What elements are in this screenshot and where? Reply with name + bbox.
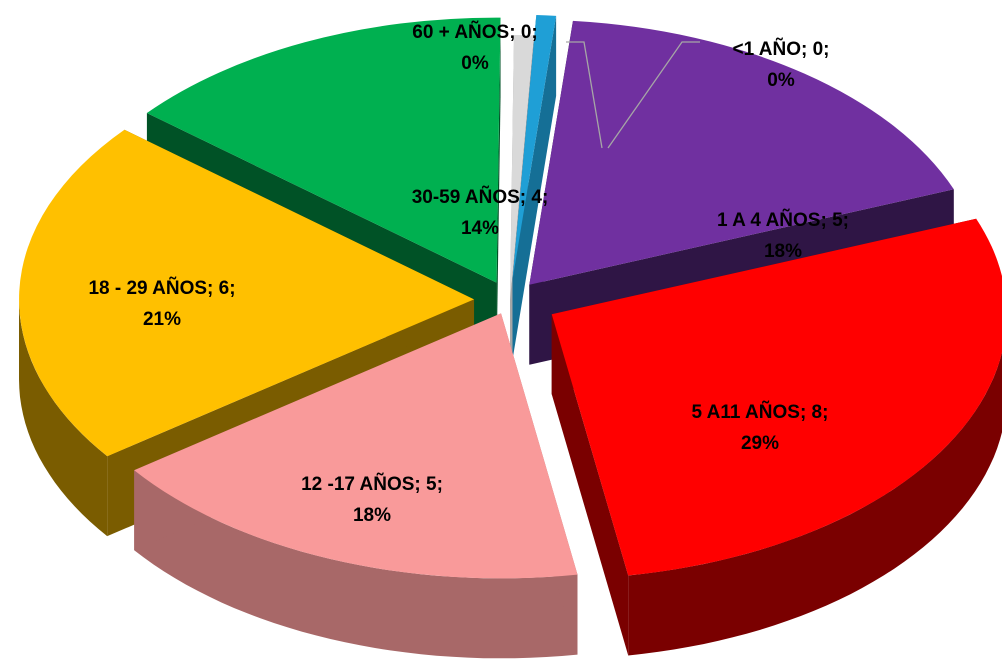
slice-side-30-59-a-os-cut-end	[496, 17, 501, 363]
data-label-30-59-a-os: 30-59 AÑOS; 4; 14%	[412, 186, 549, 239]
data-label-5-a11-a-os: 5 A11 AÑOS; 8; 29%	[692, 401, 829, 454]
data-label-percent: 18%	[353, 505, 391, 526]
slice-tops	[19, 15, 1002, 579]
slice-side-1-a-o-cut-end	[512, 15, 557, 360]
data-label-category: 1 A 4 AÑOS; 5;	[717, 209, 849, 231]
data-labels: <1 AÑO; 0; 0% 1 A 4 AÑOS; 5; 18% 5 A11 AÑOS;…	[88, 21, 849, 526]
data-label-18-29-a-os: 18 - 29 AÑOS; 6; 21%	[88, 277, 235, 330]
slice-1-a-4-a-os	[529, 20, 954, 285]
data-label-percent: 18%	[764, 241, 802, 262]
leader-line-1-a-o	[607, 41, 700, 149]
data-label-1-a-4-a-os: 1 A 4 AÑOS; 5; 18%	[717, 209, 849, 262]
slice-60-a-os	[510, 35, 534, 300]
leader-lines	[566, 41, 700, 149]
data-label-category: 5 A11 AÑOS; 8;	[692, 401, 829, 423]
slice-side-5-a11-a-os-wall	[628, 352, 1002, 656]
slice-5-a11-a-os	[551, 218, 1002, 576]
slice-side-12-17-a-os-wall	[134, 470, 578, 659]
slice-30-59-a-os	[146, 17, 501, 283]
data-label-category: 60 + AÑOS; 0;	[412, 21, 537, 43]
data-label-percent: 0%	[461, 53, 489, 74]
data-label-category: <1 AÑO; 0;	[733, 38, 830, 60]
data-label-percent: 0%	[767, 70, 795, 91]
data-label-12-17-a-os: 12 -17 AÑOS; 5; 18%	[301, 473, 443, 526]
data-label-1-a-o: <1 AÑO; 0; 0%	[733, 38, 830, 91]
leader-line-60-a-os	[566, 41, 603, 149]
data-label-category: 12 -17 AÑOS; 5;	[301, 473, 443, 495]
slice-1-a-o	[512, 15, 557, 280]
slice-side-5-a11-a-os-cut-end	[551, 314, 629, 656]
data-label-category: 18 - 29 AÑOS; 6;	[88, 277, 235, 299]
slice-12-17-a-os	[134, 313, 578, 579]
slice-side-18-29-a-os-wall	[19, 299, 108, 537]
data-label-percent: 21%	[143, 309, 181, 330]
data-label-percent: 14%	[461, 218, 499, 239]
slice-18-29-a-os	[19, 129, 475, 457]
data-label-percent: 29%	[741, 433, 779, 454]
data-label-category: 30-59 AÑOS; 4;	[412, 186, 549, 208]
data-label-60-a-os: 60 + AÑOS; 0; 0%	[412, 21, 537, 74]
